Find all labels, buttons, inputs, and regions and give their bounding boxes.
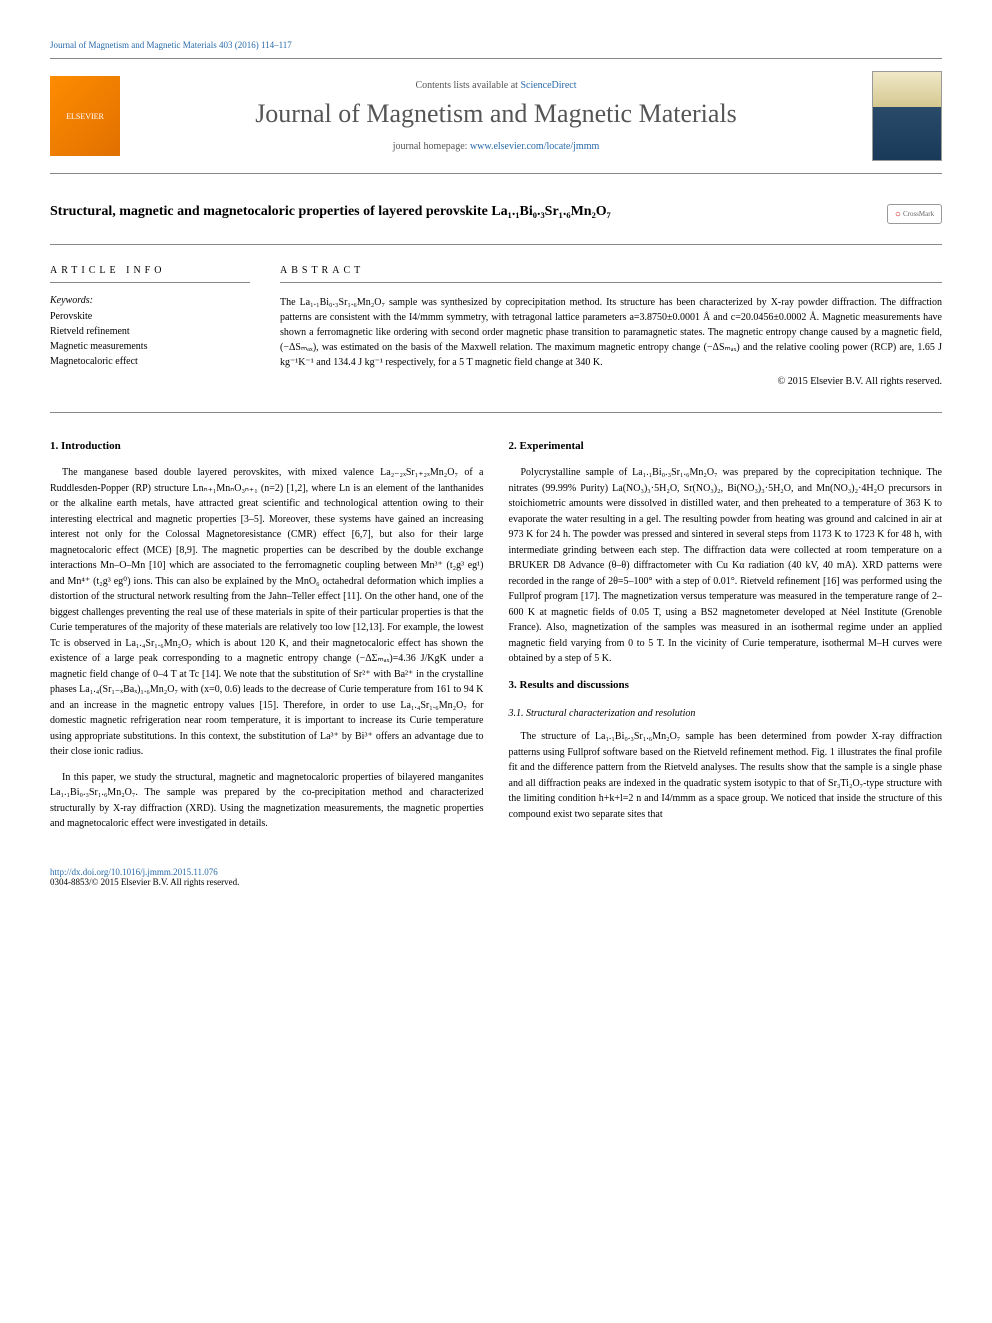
- contents-line: Contents lists available at ScienceDirec…: [120, 80, 872, 91]
- experimental-paragraph: Polycrystalline sample of La₁.₁Bi₀.₃Sr₁.…: [509, 465, 943, 667]
- right-column: 2. Experimental Polycrystalline sample o…: [509, 438, 943, 842]
- contents-label: Contents lists available at: [415, 80, 520, 91]
- banner-center: Contents lists available at ScienceDirec…: [120, 80, 872, 152]
- issn-copyright: 0304-8853/© 2015 Elsevier B.V. All right…: [50, 877, 942, 887]
- results-heading: 3. Results and discussions: [509, 677, 943, 694]
- intro-paragraph-1: The manganese based double layered perov…: [50, 465, 484, 760]
- footer: http://dx.doi.org/10.1016/j.jmmm.2015.11…: [50, 867, 942, 887]
- experimental-heading: 2. Experimental: [509, 438, 943, 455]
- title-row: Structural, magnetic and magnetocaloric …: [50, 204, 942, 245]
- abstract-heading: ABSTRACT: [280, 265, 942, 283]
- body-columns: 1. Introduction The manganese based doub…: [50, 438, 942, 842]
- info-abstract-row: ARTICLE INFO Keywords: Perovskite Rietve…: [50, 265, 942, 413]
- intro-paragraph-2: In this paper, we study the structural, …: [50, 770, 484, 832]
- elsevier-logo: ELSEVIER: [50, 76, 120, 156]
- left-column: 1. Introduction The manganese based doub…: [50, 438, 484, 842]
- keyword: Perovskite: [50, 309, 250, 324]
- keyword: Magnetocaloric effect: [50, 354, 250, 369]
- article-info-heading: ARTICLE INFO: [50, 265, 250, 283]
- doi-link[interactable]: http://dx.doi.org/10.1016/j.jmmm.2015.11…: [50, 867, 942, 877]
- results-subheading: 3.1. Structural characterization and res…: [509, 706, 943, 722]
- homepage-line: journal homepage: www.elsevier.com/locat…: [120, 141, 872, 152]
- abstract: ABSTRACT The La₁.₁Bi₀.₃Sr₁.₆Mn₂O₇ sample…: [280, 265, 942, 387]
- article-info: ARTICLE INFO Keywords: Perovskite Rietve…: [50, 265, 250, 387]
- keyword: Rietveld refinement: [50, 324, 250, 339]
- journal-name: Journal of Magnetism and Magnetic Materi…: [120, 99, 872, 129]
- article-title: Structural, magnetic and magnetocaloric …: [50, 204, 867, 220]
- homepage-label: journal homepage:: [393, 141, 470, 152]
- journal-citation: Journal of Magnetism and Magnetic Materi…: [50, 40, 942, 50]
- keywords-label: Keywords:: [50, 295, 250, 306]
- sciencedirect-link[interactable]: ScienceDirect: [520, 80, 576, 91]
- intro-heading: 1. Introduction: [50, 438, 484, 455]
- page: Journal of Magnetism and Magnetic Materi…: [0, 0, 992, 927]
- copyright: © 2015 Elsevier B.V. All rights reserved…: [280, 376, 942, 387]
- journal-cover-thumbnail: [872, 71, 942, 161]
- abstract-text: The La₁.₁Bi₀.₃Sr₁.₆Mn₂O₇ sample was synt…: [280, 295, 942, 370]
- keyword: Magnetic measurements: [50, 339, 250, 354]
- results-paragraph: The structure of La₁.₁Bi₀.₃Sr₁.₆Mn₂O₇ sa…: [509, 729, 943, 822]
- homepage-link[interactable]: www.elsevier.com/locate/jmmm: [470, 141, 599, 152]
- journal-banner: ELSEVIER Contents lists available at Sci…: [50, 58, 942, 174]
- crossmark-badge[interactable]: CrossMark: [887, 204, 942, 224]
